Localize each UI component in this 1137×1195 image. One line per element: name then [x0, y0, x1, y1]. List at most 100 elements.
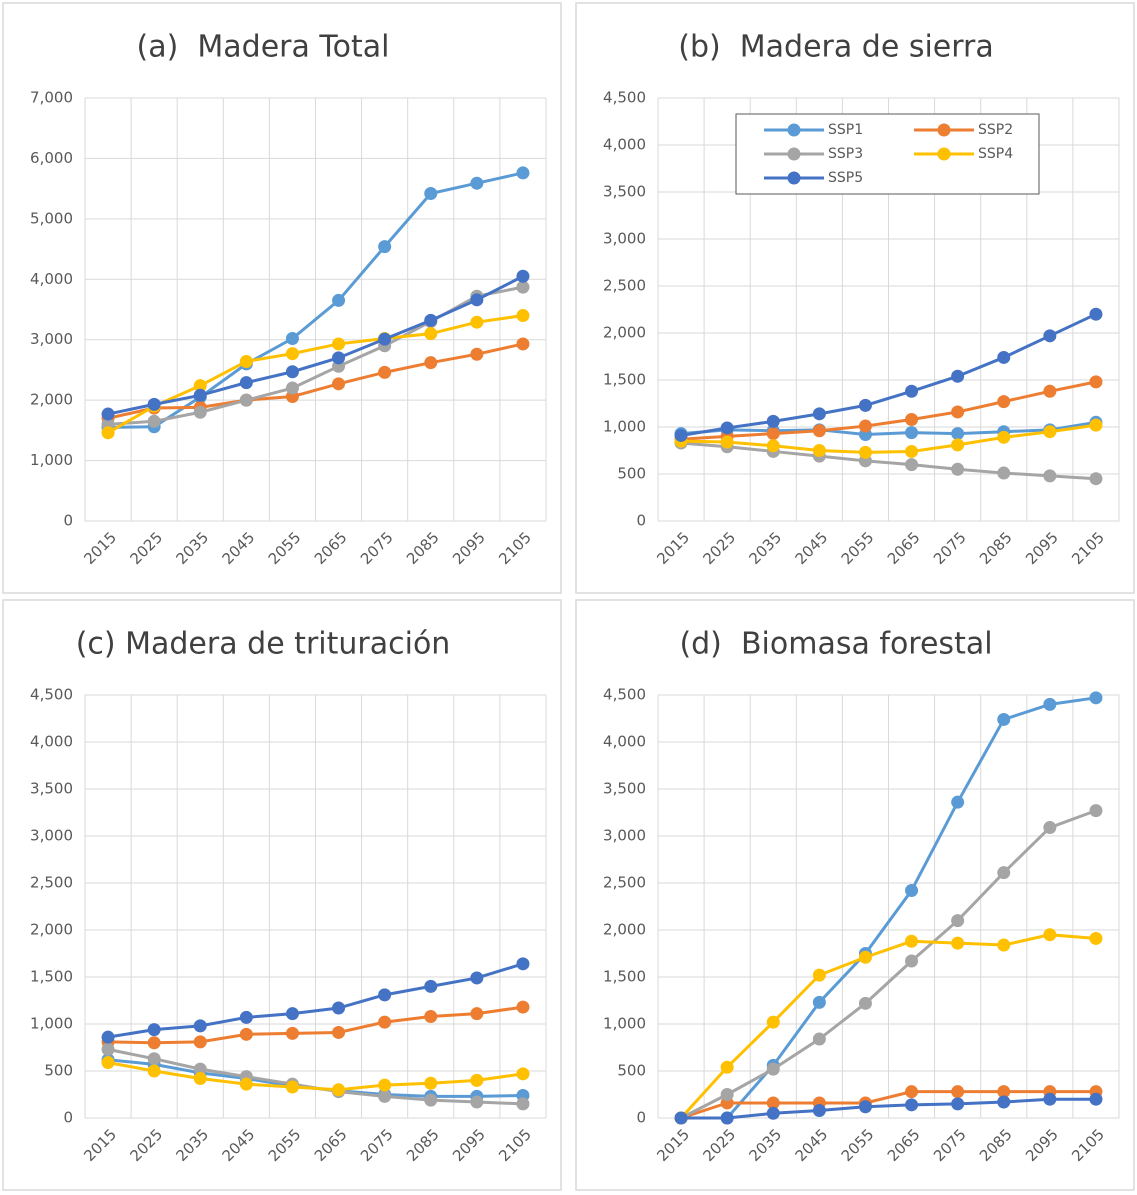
x-tick-label: 2095	[1022, 528, 1062, 568]
x-tick-label: 2035	[746, 528, 786, 568]
y-tick-label: 0	[63, 1109, 73, 1127]
data-point	[101, 1030, 115, 1044]
data-point	[239, 1077, 253, 1091]
data-point	[674, 428, 688, 442]
series-line	[680, 312, 1097, 437]
series-line	[107, 274, 524, 416]
data-point	[1043, 384, 1057, 398]
series-line	[107, 342, 524, 420]
legend-label: SSP1	[828, 122, 863, 138]
data-point	[905, 458, 919, 472]
x-tick-label: 2065	[884, 528, 924, 568]
data-point	[378, 240, 392, 254]
data-point	[516, 1000, 530, 1014]
data-point	[858, 445, 872, 459]
x-tick-label: 2045	[792, 1125, 832, 1165]
x-tick-label: 2055	[265, 1125, 305, 1165]
data-point	[424, 1076, 438, 1090]
y-tick-label: 2,000	[30, 921, 73, 939]
x-tick-label: 2025	[699, 1125, 739, 1165]
data-point	[193, 388, 207, 402]
data-point	[332, 1083, 346, 1097]
y-tick-label: 5,000	[30, 209, 73, 227]
data-point	[516, 269, 530, 283]
x-tick-label: 2095	[449, 528, 489, 568]
data-point	[674, 1111, 688, 1125]
data-point	[516, 337, 530, 351]
data-point	[1043, 697, 1057, 711]
data-point	[720, 1111, 734, 1125]
data-point	[147, 1052, 161, 1066]
x-tick-label: 2035	[173, 528, 213, 568]
y-tick-label: 1,000	[30, 451, 73, 469]
y-tick-label: 500	[617, 465, 646, 483]
data-point	[378, 988, 392, 1002]
panel-title: (d) Biomasa forestal	[679, 627, 992, 662]
data-point	[1089, 307, 1103, 321]
data-point	[332, 337, 346, 351]
data-point	[905, 384, 919, 398]
data-point	[812, 995, 826, 1009]
data-point	[951, 936, 965, 950]
y-tick-label: 4,000	[30, 733, 73, 751]
data-point	[1089, 375, 1103, 389]
data-point	[516, 166, 530, 180]
series-line	[681, 1097, 1096, 1120]
data-point	[997, 395, 1011, 409]
data-point	[951, 1085, 965, 1099]
y-tick-label: 2,000	[603, 324, 646, 342]
y-tick-label: 6,000	[30, 149, 73, 167]
x-tick-label: 2085	[403, 528, 443, 568]
x-tick-label: 2075	[357, 1125, 397, 1165]
data-point	[470, 1095, 484, 1109]
legend-label: SSP2	[978, 122, 1013, 138]
data-point	[147, 1036, 161, 1050]
data-point	[951, 795, 965, 809]
legend-label: SSP4	[978, 146, 1013, 162]
data-point	[766, 414, 780, 428]
series-line	[680, 1090, 1096, 1120]
data-point	[470, 971, 484, 985]
legend-swatch-marker	[787, 147, 801, 161]
data-point	[424, 979, 438, 993]
y-tick-label: 2,000	[603, 921, 646, 939]
y-tick-label: 4,000	[30, 270, 73, 288]
data-point	[812, 968, 826, 982]
legend-label: SSP5	[828, 170, 863, 186]
data-point	[997, 466, 1011, 480]
data-point	[424, 356, 438, 370]
x-tick-label: 2105	[495, 528, 535, 568]
data-point	[858, 996, 872, 1010]
y-tick-label: 3,500	[30, 780, 73, 798]
y-tick-label: 1,500	[30, 968, 73, 986]
data-point	[951, 462, 965, 476]
legend-swatch-marker	[937, 123, 951, 137]
data-point	[997, 1085, 1011, 1099]
x-tick-label: 2105	[495, 1125, 535, 1165]
y-tick-label: 500	[617, 1062, 646, 1080]
data-point	[332, 351, 346, 365]
data-point	[997, 938, 1011, 952]
data-point	[378, 365, 392, 379]
data-point	[812, 1032, 826, 1046]
panel-border	[575, 599, 1135, 1191]
data-point	[516, 1097, 530, 1111]
y-tick-label: 4,000	[603, 136, 646, 154]
x-tick-label: 2015	[80, 528, 120, 568]
data-point	[285, 1026, 299, 1040]
legend-swatch-marker	[937, 147, 951, 161]
data-point	[516, 309, 530, 323]
data-point	[378, 1089, 392, 1103]
data-point	[951, 914, 965, 928]
data-point	[1043, 1092, 1057, 1106]
data-point	[470, 176, 484, 190]
data-point	[812, 1103, 826, 1117]
data-point	[147, 1064, 161, 1078]
data-point	[905, 426, 919, 440]
data-point	[193, 1072, 207, 1086]
series-line	[107, 314, 524, 435]
x-tick-label: 2045	[792, 528, 832, 568]
legend-label: SSP3	[828, 146, 863, 162]
data-point	[858, 398, 872, 412]
y-tick-label: 0	[636, 512, 646, 530]
